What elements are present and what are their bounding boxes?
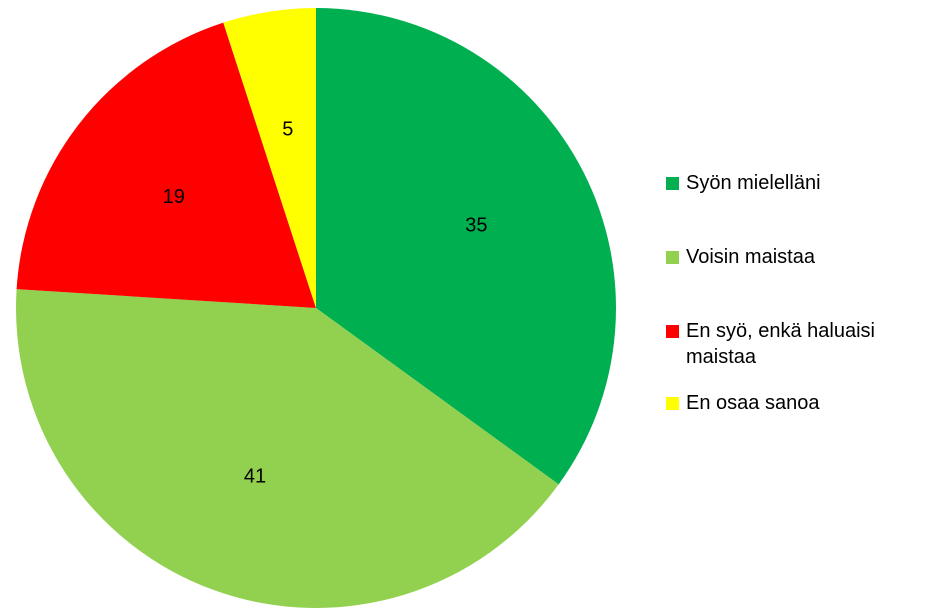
legend-entry: Voisin maistaa [666, 244, 936, 270]
legend-label: En syö, enkä haluaisi maistaa [686, 320, 876, 368]
legend-label: Voisin maistaa [686, 246, 815, 268]
pie-slice [16, 289, 559, 608]
legend: Syön mielelläni Voisin maistaa En syö, enk… [666, 170, 936, 416]
legend-label: En osaa sanoa [686, 392, 820, 414]
legend-swatch [666, 397, 679, 410]
legend-entry: Syön mielelläni [666, 170, 936, 196]
data-label: 41 [244, 466, 266, 488]
legend-swatch [666, 177, 679, 190]
pie-slice [223, 8, 316, 308]
pie-slice [316, 8, 616, 485]
legend-swatch [666, 251, 679, 264]
legend-entry: En osaa sanoa [666, 390, 936, 416]
data-label: 5 [282, 118, 293, 140]
legend-entry: En syö, enkä haluaisi maistaa [666, 318, 936, 370]
data-label: 19 [163, 186, 185, 208]
data-label: 35 [465, 215, 487, 237]
legend-label: Syön mielelläni [686, 172, 821, 194]
legend-swatch [666, 325, 679, 338]
pie-slice [16, 22, 317, 308]
